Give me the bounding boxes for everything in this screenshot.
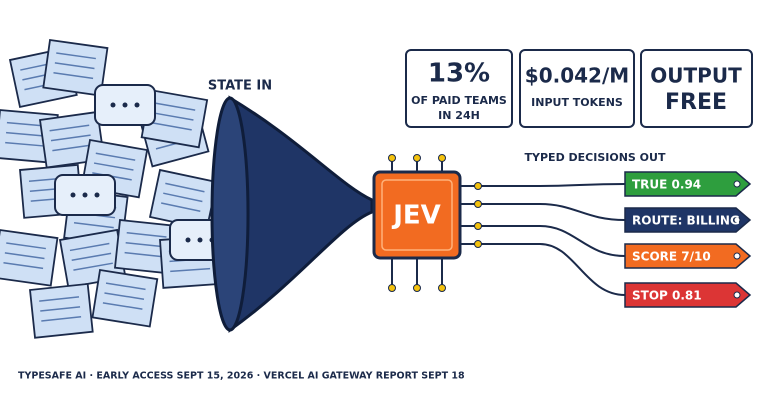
paper-line bbox=[39, 296, 80, 302]
stat-box bbox=[405, 49, 513, 128]
output-label: ROUTE: BILLING bbox=[632, 214, 740, 228]
tag-hole bbox=[733, 252, 741, 260]
paper-line bbox=[153, 112, 194, 121]
speech-bubble bbox=[94, 84, 156, 126]
paper-line bbox=[4, 252, 45, 260]
paper-line bbox=[124, 251, 165, 258]
pin-end bbox=[474, 200, 482, 208]
paper-sheet bbox=[91, 268, 159, 328]
funnel-label: STATE IN bbox=[208, 79, 272, 94]
paper-sheet bbox=[0, 228, 59, 287]
outputs-title: TYPED DECISIONS OUT bbox=[525, 151, 666, 164]
paper-line bbox=[161, 202, 201, 213]
output-label: SCORE 7/10 bbox=[632, 250, 711, 264]
wire bbox=[460, 183, 626, 187]
paper bbox=[42, 38, 109, 97]
paper-line bbox=[52, 144, 93, 152]
chip-inner bbox=[381, 179, 453, 251]
paper-line bbox=[93, 162, 134, 171]
paper bbox=[140, 88, 209, 149]
pin-end bbox=[413, 154, 421, 162]
output-tag bbox=[624, 243, 752, 269]
paper-line bbox=[49, 124, 90, 132]
output-label: TRUE 0.94 bbox=[632, 178, 701, 192]
pin-end bbox=[438, 154, 446, 162]
paper-line bbox=[71, 252, 112, 262]
paper-line bbox=[5, 141, 46, 147]
tag-hole bbox=[733, 291, 741, 299]
pin-end bbox=[388, 154, 396, 162]
pin-end bbox=[388, 284, 396, 292]
paper-line bbox=[6, 242, 46, 250]
funnel bbox=[228, 95, 374, 333]
paper-line bbox=[126, 232, 167, 238]
paper-line bbox=[73, 221, 114, 229]
paper-line bbox=[73, 262, 113, 271]
wire bbox=[460, 243, 626, 296]
paper-sheet bbox=[29, 282, 94, 339]
paper-line bbox=[53, 72, 94, 80]
paper bbox=[29, 282, 94, 339]
paper-line bbox=[95, 152, 136, 161]
paper-line bbox=[105, 282, 146, 291]
bubble-dot bbox=[134, 102, 140, 108]
wires bbox=[388, 154, 626, 296]
paper-line bbox=[5, 131, 46, 137]
bubble-dot bbox=[70, 192, 76, 198]
output-tag bbox=[624, 207, 752, 233]
wire bbox=[460, 225, 626, 257]
pin-end bbox=[474, 222, 482, 230]
paper bbox=[91, 268, 159, 328]
stat-caption: OF PAID TEAMS bbox=[411, 94, 507, 107]
paper-line bbox=[50, 134, 91, 142]
output-tag bbox=[624, 282, 752, 308]
tag-hole bbox=[733, 216, 741, 224]
tag-hole bbox=[733, 180, 741, 188]
stat-headline: OUTPUT bbox=[650, 64, 742, 88]
paper-line bbox=[40, 306, 81, 312]
paper bbox=[0, 228, 59, 287]
wire bbox=[460, 203, 626, 221]
bubble-dot bbox=[110, 102, 116, 108]
paper-pile bbox=[0, 38, 231, 339]
paper-line bbox=[170, 267, 211, 273]
pin-end bbox=[413, 284, 421, 292]
output-label: STOP 0.81 bbox=[632, 289, 702, 303]
stat-box bbox=[640, 49, 753, 128]
chip-label: JEV bbox=[391, 201, 441, 231]
pin-end bbox=[474, 240, 482, 248]
stat-headline: 13% bbox=[428, 59, 490, 89]
stat-headline: FREE bbox=[665, 90, 727, 115]
paper-line bbox=[104, 292, 145, 300]
paper-line bbox=[155, 102, 196, 111]
paper-line bbox=[152, 122, 192, 131]
paper-line bbox=[56, 52, 96, 60]
footer: TYPESAFE AI · EARLY ACCESS SEPT 15, 2026… bbox=[18, 371, 465, 382]
bubble-dot bbox=[185, 237, 191, 243]
pin-end bbox=[438, 284, 446, 292]
output-tag bbox=[624, 171, 752, 197]
paper-line bbox=[54, 62, 95, 70]
funnel-mouth bbox=[210, 96, 250, 332]
paper-line bbox=[41, 316, 82, 322]
chip bbox=[372, 170, 462, 260]
paper-line bbox=[163, 192, 203, 203]
bubble-dot bbox=[82, 192, 88, 198]
output-tags: TRUE 0.94 ROUTE: BILLING SCORE 7/10 STOP 0.… bbox=[624, 171, 752, 308]
speech-bubble bbox=[54, 174, 116, 216]
stat-box bbox=[519, 49, 635, 128]
paper-line bbox=[102, 302, 143, 310]
stat-headline: $0.042/M bbox=[525, 64, 629, 88]
paper-line bbox=[3, 262, 44, 270]
stat-caption: IN 24H bbox=[438, 109, 480, 122]
bubble-dot bbox=[197, 237, 203, 243]
stat-caption: INPUT TOKENS bbox=[531, 96, 623, 109]
pin-end bbox=[474, 182, 482, 190]
bubble-dot bbox=[94, 192, 100, 198]
paper-line bbox=[125, 241, 166, 248]
paper-line bbox=[69, 242, 110, 252]
bubble-dot bbox=[122, 102, 128, 108]
paper-line bbox=[165, 182, 205, 193]
